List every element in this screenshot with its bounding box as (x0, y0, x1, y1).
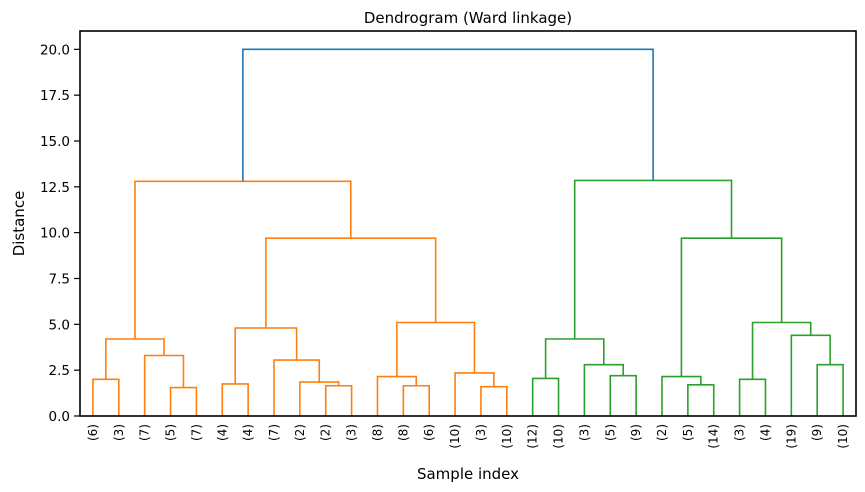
chart-title: Dendrogram (Ward linkage) (364, 9, 572, 27)
y-tick-label: 12.5 (40, 180, 70, 196)
dendrogram-link (454, 372, 495, 416)
leaf-label: (6) (422, 424, 436, 441)
leaf-label: (12) (526, 424, 540, 449)
dendrogram-link (273, 359, 321, 416)
leaf-label: (7) (189, 424, 203, 441)
dendrogram-link (402, 384, 430, 416)
dendrogram-branches (92, 48, 844, 416)
y-axis-ticks: 0.0 2.5 5.0 7.5 10.0 12.5 15.0 17.5 20.0 (40, 42, 80, 425)
leaf-label: (5) (164, 424, 178, 441)
dendrogram-link (738, 378, 767, 416)
x-axis-label: Sample index (417, 465, 519, 483)
x-axis-leaf-labels: (6) (3) (7) (5) (7) (4) (4) (7) (2) (2) (3) (8) (8) (… (86, 424, 850, 449)
y-tick-label: 17.5 (40, 88, 70, 104)
leaf-label: (10) (836, 424, 850, 449)
dendrogram-link (687, 384, 715, 416)
leaf-label: (6) (86, 424, 100, 441)
leaf-label: (10) (500, 424, 514, 449)
leaf-label: (9) (810, 424, 824, 441)
leaf-label: (9) (629, 424, 643, 441)
y-tick-label: 15.0 (40, 134, 70, 150)
leaf-label: (19) (784, 424, 798, 449)
leaf-label: (3) (474, 424, 488, 441)
y-tick-label: 7.5 (49, 272, 70, 288)
leaf-label: (14) (707, 424, 721, 449)
dendrogram-link (143, 354, 185, 416)
y-tick-label: 0.0 (49, 409, 70, 425)
leaf-label: (3) (345, 424, 359, 441)
dendrogram-link (573, 179, 733, 339)
dendrogram-link (376, 375, 418, 416)
dendrogram-link (134, 180, 352, 339)
leaf-label: (7) (267, 424, 281, 441)
leaf-label: (3) (733, 424, 747, 441)
dendrogram-link (169, 386, 198, 416)
leaf-label: (2) (293, 424, 307, 441)
leaf-label: (10) (448, 424, 462, 449)
plot-frame (79, 30, 857, 417)
leaf-label: (5) (603, 424, 617, 441)
dendrogram-link (790, 334, 831, 416)
y-tick-label: 10.0 (40, 226, 70, 242)
leaf-label: (10) (552, 424, 566, 449)
y-tick-label: 20.0 (40, 42, 70, 58)
dendrogram-link (544, 338, 605, 379)
dendrogram-link (324, 384, 353, 416)
dendrogram-link (531, 377, 560, 416)
leaf-label: (4) (241, 424, 255, 441)
leaf-label: (3) (577, 424, 591, 441)
leaf-label: (7) (138, 424, 152, 441)
dendrogram-link (661, 375, 702, 416)
leaf-label: (4) (758, 424, 772, 441)
dendrogram-link (816, 363, 844, 416)
dendrogram-link (751, 321, 812, 380)
dendrogram-link (92, 378, 120, 416)
leaf-label: (2) (655, 424, 669, 441)
dendrogram-link (234, 327, 298, 384)
y-tick-label: 5.0 (49, 317, 70, 333)
dendrogram-link (680, 237, 783, 377)
dendrogram-link (105, 338, 165, 380)
leaf-label: (3) (112, 424, 126, 441)
y-axis-label: Distance (10, 191, 28, 257)
leaf-label: (5) (681, 424, 695, 441)
dendrogram-link (480, 385, 508, 416)
dendrogram-link (299, 381, 340, 416)
dendrogram-link (242, 48, 654, 182)
leaf-label: (8) (370, 424, 384, 441)
leaf-label: (8) (396, 424, 410, 441)
leaf-label: (2) (319, 424, 333, 441)
leaf-label: (4) (215, 424, 229, 441)
dendrogram-link (265, 237, 437, 328)
y-tick-label: 2.5 (49, 363, 70, 379)
dendrogram-link (609, 374, 637, 416)
dendrogram-link (583, 363, 624, 416)
dendrogram-link (221, 383, 249, 416)
dendrogram-link (396, 321, 476, 377)
